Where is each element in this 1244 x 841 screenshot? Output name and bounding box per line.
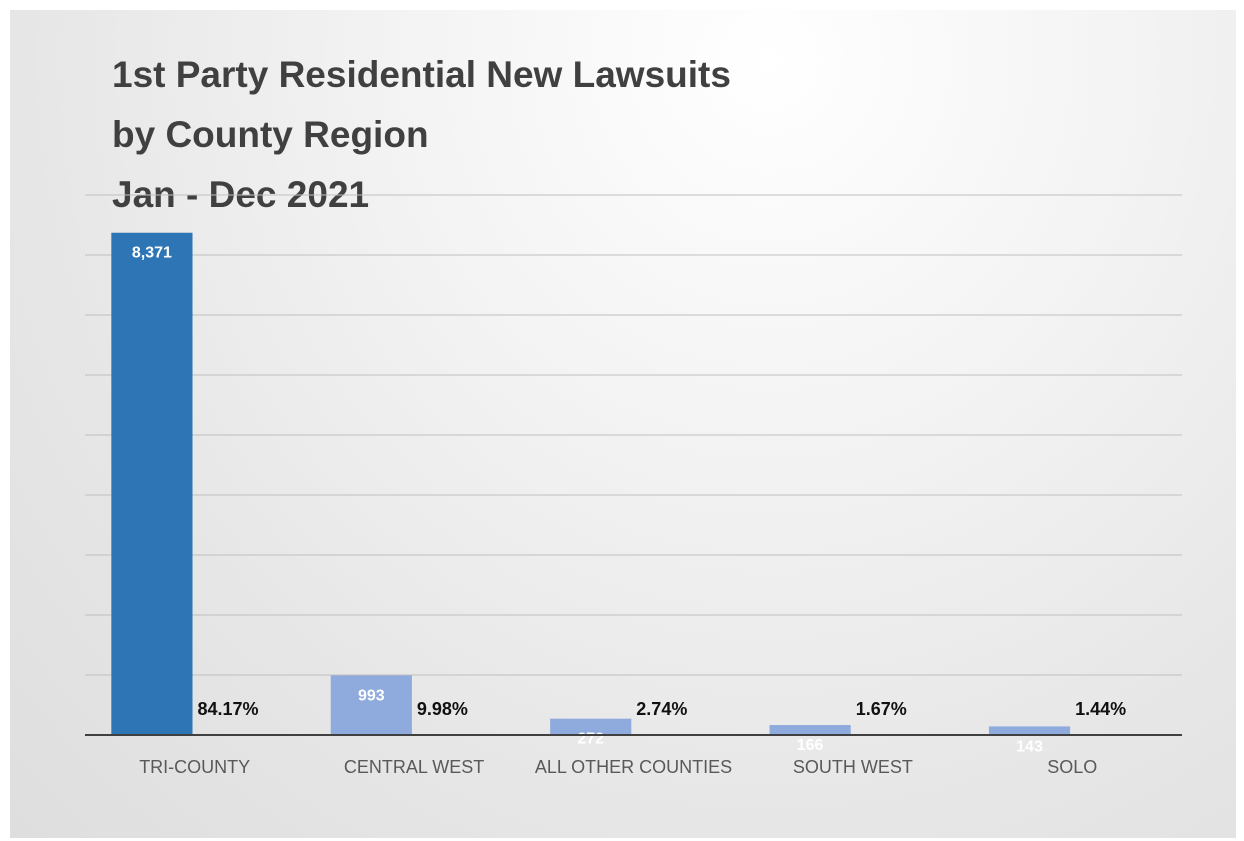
category-label: SOUTH WEST (793, 757, 913, 777)
value-label: 8,371 (132, 245, 172, 262)
category-label: SOLO (1047, 757, 1097, 777)
percent-label: 1.44% (1075, 699, 1126, 719)
bar (330, 675, 412, 735)
percent-label: 2.74% (636, 699, 687, 719)
bar (550, 718, 632, 735)
category-label: ALL OTHER COUNTIES (535, 757, 732, 777)
percent-label: 84.17% (198, 699, 259, 719)
category-label: TRI-COUNTY (139, 757, 250, 777)
value-label: 143 (1016, 738, 1043, 755)
value-label: 993 (358, 687, 385, 704)
chart-title: 1st Party Residential New Lawsuits by Co… (112, 45, 731, 225)
bar (111, 232, 193, 736)
bar (769, 725, 851, 735)
chart-title-line-1: 1st Party Residential New Lawsuits (112, 54, 731, 95)
bar (988, 726, 1071, 735)
percent-label: 1.67% (856, 699, 907, 719)
percent-label: 9.98% (417, 699, 468, 719)
chart-title-line-2: by County Region (112, 114, 429, 155)
value-label: 166 (797, 737, 824, 754)
category-label: CENTRAL WEST (344, 757, 484, 777)
chart-panel (10, 10, 1236, 838)
value-label: 272 (577, 731, 604, 748)
